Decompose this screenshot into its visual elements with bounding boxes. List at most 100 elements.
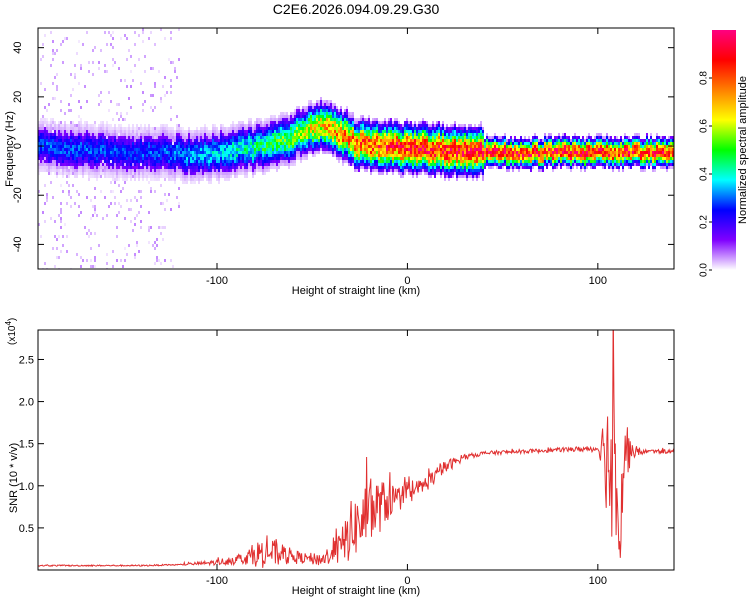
spectrogram-cell: [282, 118, 284, 121]
spectrogram-cell: [144, 139, 146, 142]
spectrogram-cell: [460, 136, 462, 139]
spectrogram-cell: [182, 160, 184, 163]
spectrogram-cell: [192, 169, 194, 172]
spectrogram-cell: [394, 151, 396, 154]
spectrogram-cell: [58, 127, 60, 130]
spectrogram-cell: [406, 124, 408, 127]
spectrogram-cell: [370, 139, 372, 142]
spectrogram-cell: [60, 157, 62, 160]
spectrogram-cell: [296, 115, 298, 118]
spectrogram-cell: [580, 145, 582, 148]
spectrogram-cell: [346, 148, 348, 151]
spectrogram-cell: [378, 163, 380, 166]
spectrogram-cell: [316, 136, 318, 139]
spectrogram-cell: [428, 127, 430, 130]
spectrogram-cell: [66, 202, 68, 205]
spectrogram-cell: [66, 157, 68, 160]
spectrogram-cell: [152, 169, 154, 172]
spectrogram-cell: [102, 130, 104, 133]
spectrogram-cell: [412, 166, 414, 169]
spectrogram-cell: [588, 139, 590, 142]
spectrogram-cell: [574, 157, 576, 160]
spectrogram-cell: [464, 139, 466, 142]
spectrogram-cell: [382, 154, 384, 157]
spectrogram-cell: [80, 142, 82, 145]
spectrogram-cell: [550, 136, 552, 139]
spectrogram-cell: [428, 148, 430, 151]
spectrogram-cell: [520, 145, 522, 148]
spectrogram-cell: [362, 154, 364, 157]
spectrogram-cell: [206, 160, 208, 163]
spectrogram-cell: [98, 163, 100, 166]
spectrogram-cell: [40, 163, 42, 166]
spectrogram-cell: [72, 172, 74, 175]
spectrogram-cell: [360, 115, 362, 118]
spectrogram-cell: [516, 145, 518, 148]
spectrogram-cell: [104, 157, 106, 160]
spectrogram-cell: [472, 178, 474, 181]
spectrogram-cell: [126, 178, 128, 181]
spectrogram-cell: [72, 184, 74, 187]
spectrogram-cell: [442, 169, 444, 172]
spectrogram-cell: [228, 175, 230, 178]
spectrogram-cell: [180, 142, 182, 145]
spectrogram-cell: [440, 169, 442, 172]
spectrogram-cell: [128, 148, 130, 151]
spectrogram-cell: [204, 130, 206, 133]
spectrogram-cell: [82, 139, 84, 142]
spectrogram-cell: [482, 136, 484, 139]
spectrogram-cell: [342, 157, 344, 160]
spectrogram-cell: [100, 136, 102, 139]
spectrogram-cell: [382, 133, 384, 136]
spectrogram-cell: [290, 136, 292, 139]
spectrogram-cell: [316, 121, 318, 124]
spectrogram-cell: [490, 163, 492, 166]
spectrogram-cell: [188, 166, 190, 169]
spectrogram-cell: [220, 169, 222, 172]
spectrogram-cell: [296, 124, 298, 127]
spectrogram-cell: [138, 163, 140, 166]
spectrogram-cell: [122, 136, 124, 139]
spectrogram-cell: [344, 139, 346, 142]
spectrogram-cell: [140, 175, 142, 178]
spectrogram-cell: [284, 151, 286, 154]
spectrogram-cell: [536, 154, 538, 157]
spectrogram-cell: [194, 136, 196, 139]
spectrogram-cell: [414, 133, 416, 136]
spectrogram-cell: [290, 148, 292, 151]
spectrogram-cell: [130, 154, 132, 157]
spectrogram-cell: [84, 226, 86, 229]
spectrogram-cell: [238, 172, 240, 175]
spectrogram-cell: [568, 163, 570, 166]
spectrogram-cell: [132, 154, 134, 157]
spectrogram-cell: [444, 166, 446, 169]
spectrogram-cell: [160, 157, 162, 160]
spectrogram-cell: [210, 157, 212, 160]
spectrogram-cell: [508, 160, 510, 163]
spectrogram-cell: [564, 148, 566, 151]
spectrogram-cell: [132, 142, 134, 145]
spectrogram-cell: [46, 133, 48, 136]
spectrogram-cell: [586, 139, 588, 142]
spectrogram-cell: [90, 124, 92, 127]
spectrogram-cell: [416, 142, 418, 145]
spectrogram-cell: [312, 127, 314, 130]
spectrogram-cell: [290, 112, 292, 115]
spectrogram-cell: [314, 115, 316, 118]
spectrogram-cell: [162, 226, 164, 229]
spectrogram-cell: [372, 121, 374, 124]
spectrogram-cell: [340, 142, 342, 145]
spectrogram-cell: [360, 127, 362, 130]
spectrogram-cell: [70, 151, 72, 154]
spectrogram-cell: [286, 130, 288, 133]
spectrogram-cell: [86, 163, 88, 166]
spectrogram-cell: [394, 139, 396, 142]
spectrogram-cell: [352, 139, 354, 142]
spectrogram-cell: [510, 136, 512, 139]
spectrogram-cell: [422, 166, 424, 169]
spectrogram-cell: [92, 157, 94, 160]
spectrogram-cell: [514, 142, 516, 145]
spectrogram-cell: [412, 160, 414, 163]
spectrogram-cell: [192, 151, 194, 154]
spectrogram-cell: [238, 130, 240, 133]
